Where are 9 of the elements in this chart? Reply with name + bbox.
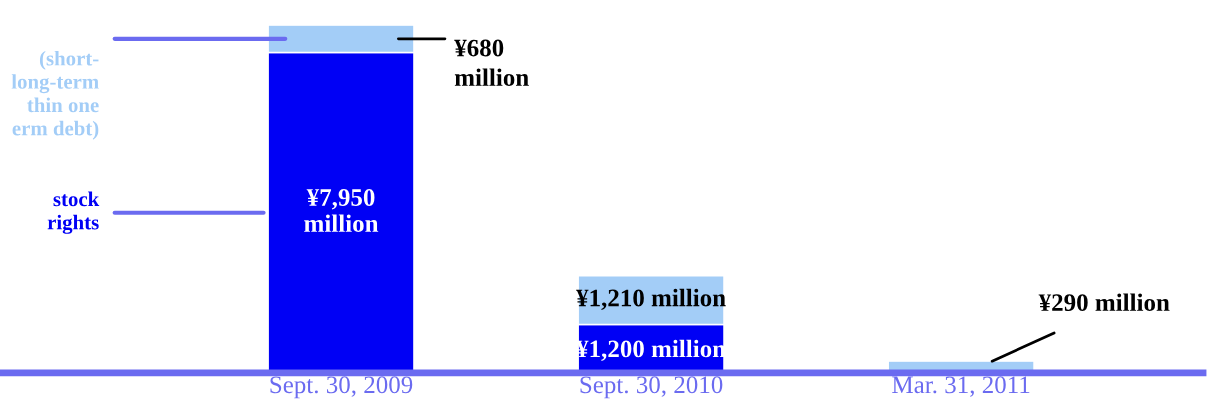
- data-label: ¥290 million: [1038, 293, 1170, 312]
- text: stock rights: [47, 191, 100, 234]
- x-tick-label: Sept. 30, 2009: [270, 376, 413, 399]
- data-label: ¥680 million: [454, 39, 529, 87]
- x-tick-label: Mar. 31, 2011: [892, 376, 1030, 397]
- data-label: ¥7,950 million: [304, 189, 379, 233]
- x-tick-label: Sept. 30, 2010: [580, 376, 723, 399]
- data-label: ¥1,210 million: [576, 288, 726, 311]
- text: (short- long-term thin one erm debt): [11, 50, 99, 140]
